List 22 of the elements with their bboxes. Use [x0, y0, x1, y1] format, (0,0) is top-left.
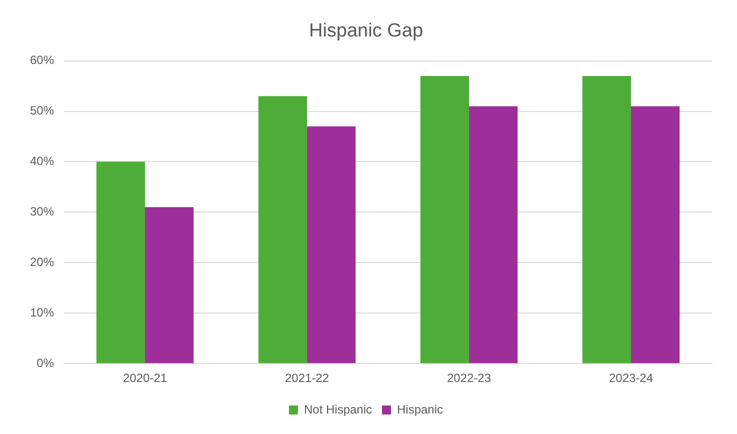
bar [469, 106, 518, 364]
y-tick-label: 10% [30, 305, 54, 320]
bar [631, 106, 680, 364]
x-tick-label: 2020-21 [122, 371, 168, 386]
y-tick-label: 0% [36, 356, 54, 370]
y-tick-label: 20% [30, 254, 54, 269]
legend-label: Hispanic [397, 402, 444, 416]
x-tick-label: 2022-23 [446, 371, 492, 386]
bar [145, 207, 194, 364]
bar [582, 76, 631, 364]
bar [420, 76, 470, 364]
bar [96, 162, 146, 364]
y-tick-label: 30% [30, 204, 54, 219]
bar [258, 96, 308, 364]
y-tick-label: 60% [30, 53, 54, 68]
bar [307, 126, 356, 364]
y-tick-label: 40% [30, 154, 54, 168]
x-tick-label: 2021-22 [284, 371, 330, 386]
x-tick-label: 2023-24 [608, 371, 654, 386]
y-tick-label: 50% [30, 104, 54, 118]
chart-title: Hispanic Gap [308, 20, 424, 42]
legend-label: Not Hispanic [304, 402, 372, 416]
